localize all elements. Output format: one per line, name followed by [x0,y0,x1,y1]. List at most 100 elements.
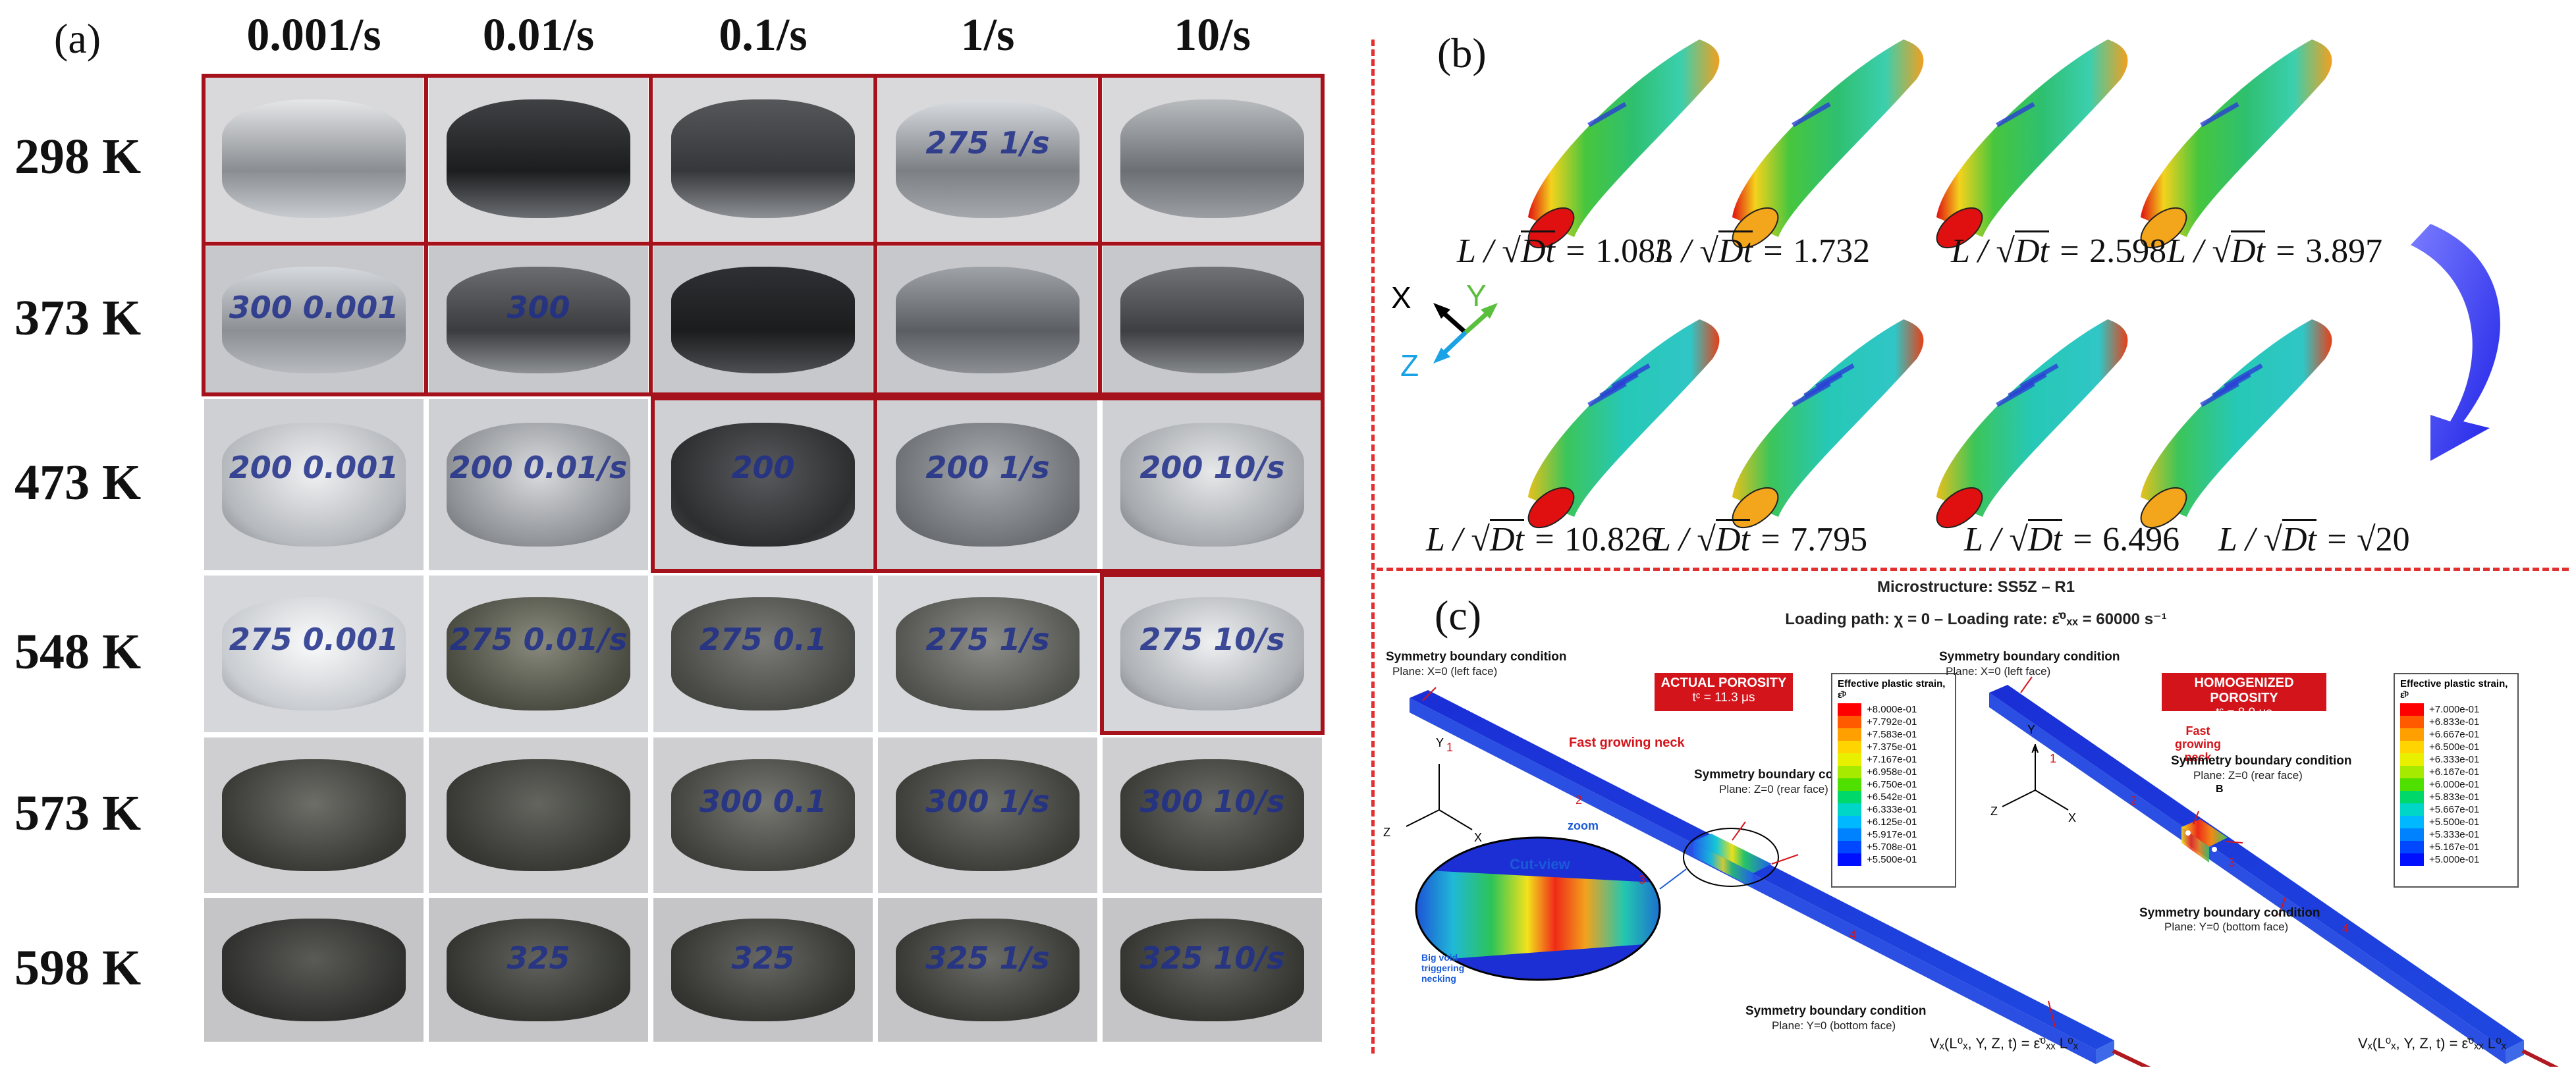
specimen-mark: 200 0.01/s [449,450,628,485]
temperature-header: 598 K [14,940,142,996]
specimen-cell: 200 [651,396,875,573]
legend-value: +7.000e-01 [2429,704,2480,715]
panel-c-subtitle: Loading path: χ = 0 – Loading rate: ε̇⁰ₓ… [1785,610,2167,628]
eq-value: √20 [2357,521,2410,558]
eq-radicand: Dt [2014,230,2049,270]
zoom-circle [1683,828,1779,887]
point-a: A [2031,744,2039,755]
right-axis-x: X [2068,811,2077,824]
eq-prefix: L / √ [2218,521,2282,558]
right-legend-rows: +7.000e-01 +6.833e-01 +6.667e-01 +6.500e-01… [2400,703,2512,866]
right-neck-label: Fast growing neck [2175,724,2221,764]
rate-header: 0.1/s [719,10,808,61]
specimen-photo [895,99,1080,218]
legend-value: +6.833e-01 [2429,716,2480,728]
rate-header: 0.001/s [246,10,381,61]
left-sym1-title: Symmetry boundary condition [1386,650,1567,664]
legend-row: +6.125e-01 [1838,816,1950,828]
axis-z-label: Z [1400,348,1419,383]
tube-model [1527,319,1720,529]
specimen-cell [1100,74,1325,244]
legend-swatch [1838,853,1861,866]
legend-swatch [1838,766,1861,778]
aspect-ratio-label: L / √Dt = √20 [2218,519,2410,559]
aspect-ratio-label: L / √Dt = 10.826 [1426,519,1658,559]
right-legend-title: Effective plastic strain, ε̄ᵖ [2400,678,2508,701]
eq-prefix: L / √ [2167,232,2231,270]
specimen-cell [651,74,875,244]
right-sym1-title: Symmetry boundary condition [1939,650,2120,664]
left-face-1: 1 [1446,741,1454,754]
eq-value: 7.795 [1790,521,1868,558]
specimen-mark: 275 0.1 [699,622,827,658]
frame-separator [649,74,653,396]
zoom-line [1659,869,1687,890]
right-box-time: tᶜ = 8.9 μs [2216,706,2272,720]
legend-value: +8.000e-01 [1867,704,1917,715]
temperature-header: 298 K [14,129,142,184]
eq-value: 3.897 [2305,232,2383,270]
temperature-header: 573 K [14,786,142,841]
legend-row: +5.167e-01 [2400,841,2512,853]
eq-prefix: L / √ [1457,232,1521,270]
legend-row: +6.167e-01 [2400,766,2512,778]
specimen-photo [446,423,631,547]
specimen-photo [671,597,856,710]
right-face-1: 1 [2050,752,2057,765]
legend-swatch [1838,828,1861,841]
legend-value: +6.333e-01 [2429,754,2480,765]
eq-radicand: Dt [2027,519,2062,558]
legend-row: +6.833e-01 [2400,716,2512,728]
eq-radicand: Dt [1715,519,1750,558]
beam-homogenized-porosity [1989,685,2524,1064]
legend-row: +7.167e-01 [1838,753,1950,766]
panel-c-graphics [1406,676,2559,1067]
cut-view [1415,836,1661,981]
specimen-cell [651,244,875,396]
velocity-arrow-left [2112,1049,2151,1067]
legend-swatch [2400,791,2424,803]
specimen-photo [446,267,631,373]
specimen-mark: 325 1/s [925,940,1050,977]
legend-value: +5.167e-01 [2429,842,2480,853]
legend-value: +6.167e-01 [2429,766,2480,778]
tube-models [1527,40,2332,529]
specimen-photo [446,99,631,218]
legend-row: +8.000e-01 [1838,703,1950,716]
specimen-mark: 300 0.1 [699,783,827,819]
void-label: Big void triggering necking [1421,952,1465,984]
temperature-header: 548 K [14,624,142,680]
right-axis-y: Y [2027,723,2036,736]
specimen-photo [446,759,631,871]
tube-model [1527,40,1720,249]
legend-value: +7.583e-01 [1867,729,1917,740]
specimen-photo [671,918,856,1022]
eq-value: 1.083 [1595,232,1673,270]
left-face-4: 4 [1850,928,1857,942]
specimen-photo [895,759,1080,871]
left-box-time: tᶜ = 11.3 μs [1692,691,1755,705]
specimen-mark: 275 1/s [925,125,1050,161]
specimen-mark: 300 [507,290,570,326]
legend-swatch [2400,828,2424,841]
left-axis-y: Y [1436,736,1444,749]
eq-prefix: L / √ [1426,521,1490,558]
left-velocity: Vₓ(L⁰ₓ, Y, Z, t) = ε̇⁰ₓₓ L⁰ₓ [1930,1035,2079,1052]
legend-swatch [2400,816,2424,828]
eq-radicand: Dt [2282,519,2316,558]
eq-radicand: Dt [1489,519,1524,558]
left-neck-label: Fast growing neck [1569,736,1685,750]
rate-header: 10/s [1174,10,1251,61]
specimen-mark: 275 1/s [925,622,1050,658]
legend-value: +6.500e-01 [2429,741,2480,753]
legend-value: +6.333e-01 [1867,804,1917,815]
specimen-photo [895,918,1080,1022]
legend-row: +7.000e-01 [2400,703,2512,716]
specimen-cell [426,735,651,896]
legend-row: +5.000e-01 [2400,853,2512,866]
axes-left [1406,764,1473,830]
left-axis-z: Z [1383,826,1390,839]
right-velocity: Vₓ(L⁰ₓ, Y, Z, t) = ε̇⁰ₓₓ L⁰ₓ [2358,1035,2507,1052]
specimen-cell: 300 10/s [1100,735,1325,896]
specimen-cell: 325 1/s [875,896,1100,1044]
